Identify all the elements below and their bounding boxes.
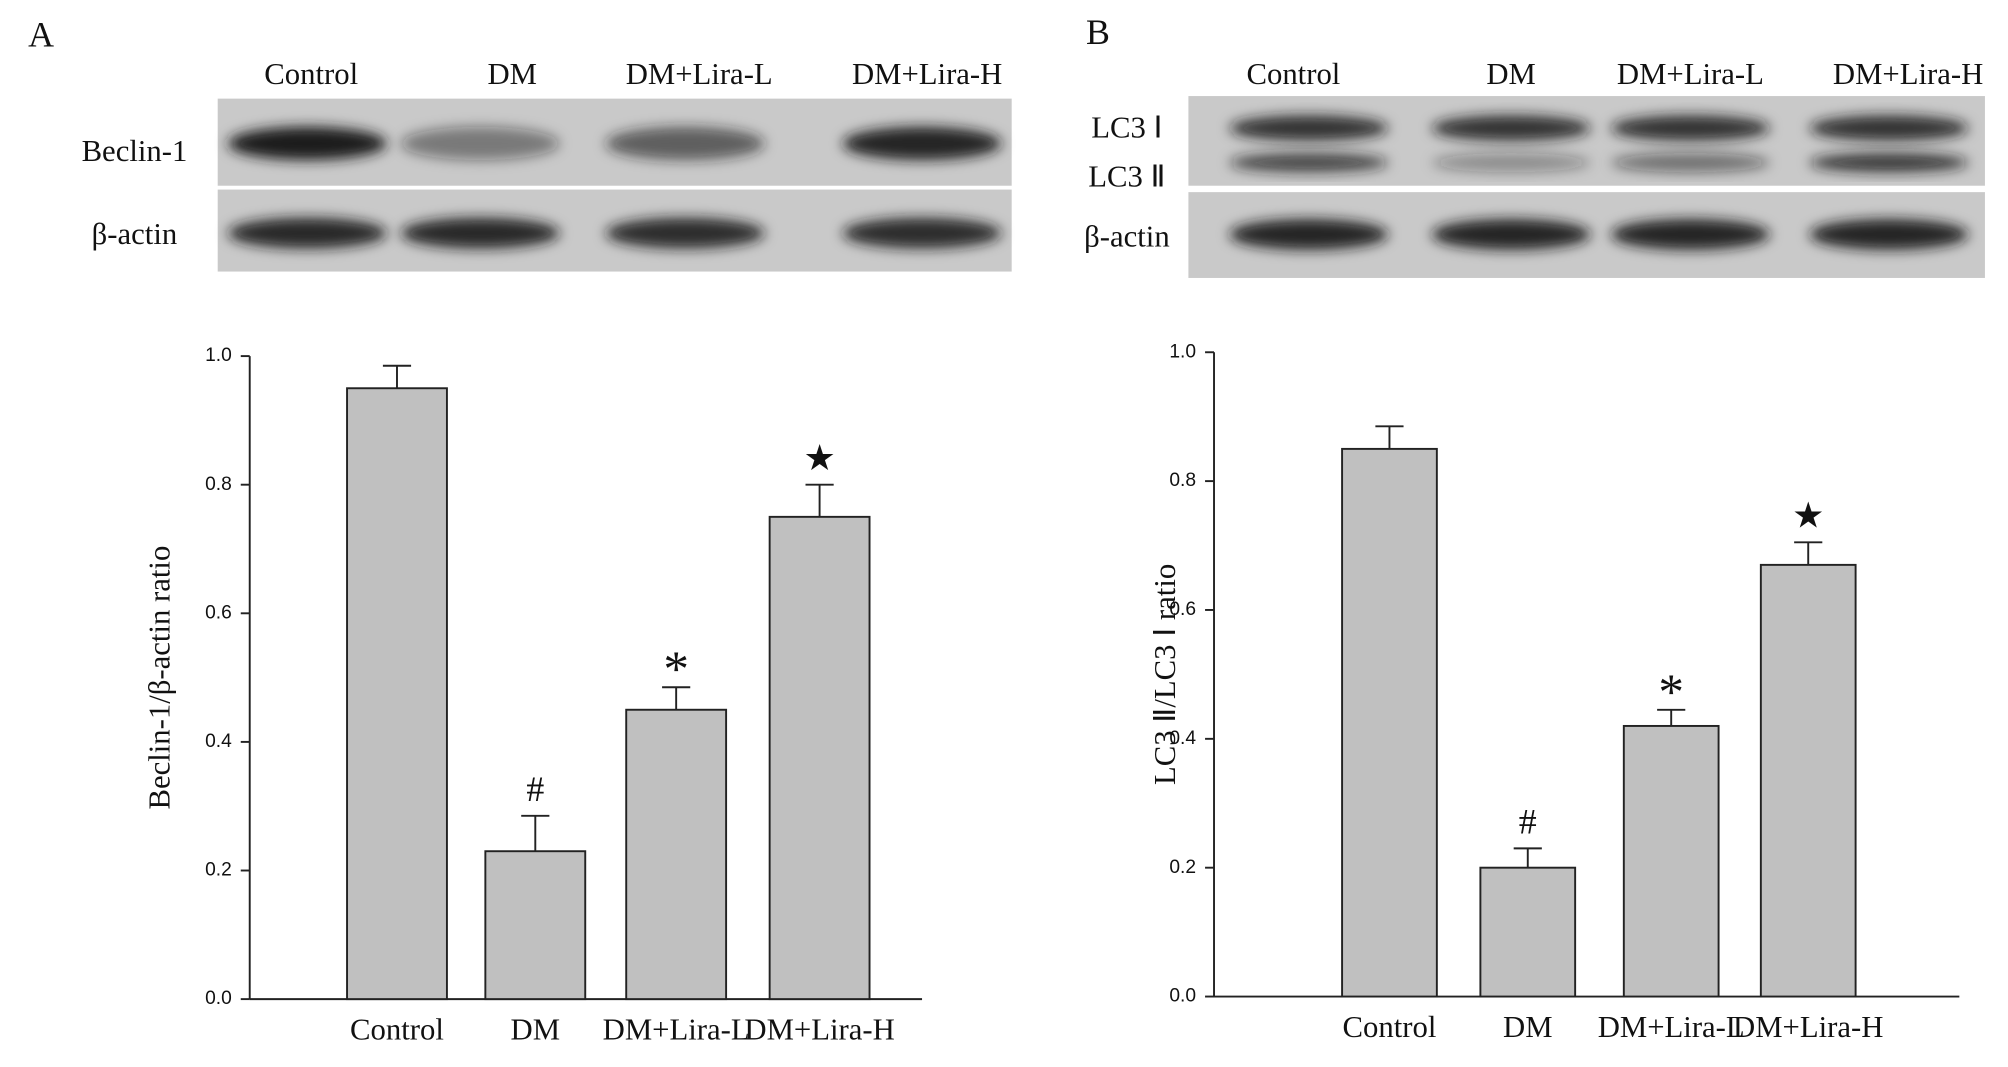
blot-band <box>605 126 765 161</box>
y-tick-label: 0.2 <box>205 860 232 881</box>
panel-label: B <box>1086 12 1110 52</box>
bar <box>768 515 871 1001</box>
y-tick-label: 0.2 <box>1169 857 1196 878</box>
y-axis-label: Beclin-1/β-actin ratio <box>143 546 177 810</box>
row-label: β-actin <box>1084 220 1170 254</box>
significance-marker: * <box>663 641 689 698</box>
y-tick-label: 0.8 <box>205 474 232 495</box>
y-tick-label: 0.0 <box>205 988 232 1009</box>
blot-band <box>842 126 1002 161</box>
y-tick-label: 0.4 <box>205 731 232 752</box>
bar <box>1341 447 1438 998</box>
blot-band <box>1611 153 1770 173</box>
y-tick-label: 0.6 <box>205 602 232 623</box>
panel-label: A <box>28 15 54 55</box>
x-tick-label: DM+Lira-H <box>744 1012 894 1046</box>
y-tick-label: 1.0 <box>1169 341 1196 362</box>
blot-band <box>1229 115 1389 141</box>
blot-band <box>227 126 387 161</box>
lane-label: Control <box>264 57 358 91</box>
significance-marker: ★ <box>804 438 836 478</box>
y-tick-label: 0.0 <box>1169 986 1196 1007</box>
significance-marker: # <box>526 769 544 809</box>
x-tick-label: DM <box>1503 1010 1552 1044</box>
lane-label: Control <box>1246 57 1340 91</box>
row-label: LC3 Ⅱ <box>1088 159 1165 193</box>
lane-label: DM+Lira-L <box>1617 57 1764 91</box>
row-label: β-actin <box>92 217 178 251</box>
y-tick-label: 0.4 <box>1169 728 1196 749</box>
row-label: LC3 Ⅰ <box>1091 111 1162 145</box>
y-tick-label: 1.0 <box>205 345 232 366</box>
x-tick-label: Control <box>1343 1010 1437 1044</box>
blot-band <box>1229 219 1389 250</box>
blot-band <box>605 217 765 249</box>
blot-band <box>1611 115 1770 141</box>
bar <box>484 850 587 1001</box>
blot-band <box>842 217 1002 249</box>
x-tick-label: DM <box>511 1012 560 1046</box>
lane-label: DM+Lira-L <box>626 57 773 91</box>
row-label: Beclin-1 <box>82 134 188 168</box>
bar <box>1479 866 1577 998</box>
blot-band <box>1611 219 1770 250</box>
significance-marker: ★ <box>1792 495 1824 535</box>
blot-band <box>1431 115 1591 141</box>
x-tick-label: DM+Lira-L <box>1598 1010 1745 1044</box>
blot-band <box>1431 153 1591 173</box>
bar <box>625 708 728 1001</box>
blot-band <box>1809 219 1969 250</box>
blot-band <box>400 126 560 161</box>
blot-band <box>1809 115 1969 141</box>
blot-band <box>1431 219 1591 250</box>
significance-marker: * <box>1658 664 1684 721</box>
x-tick-label: DM+Lira-H <box>1733 1010 1883 1044</box>
lane-label: DM+Lira-H <box>1833 57 1983 91</box>
lane-label: DM+Lira-H <box>852 57 1002 91</box>
blot-band <box>400 217 560 249</box>
bar <box>346 387 448 1001</box>
blot-band <box>1229 153 1389 173</box>
blot-band <box>227 217 387 249</box>
bar <box>1759 563 1857 998</box>
blot-strip <box>1188 96 1985 186</box>
bar <box>1622 724 1720 998</box>
y-axis-label: LC3 Ⅱ/LC3 Ⅰ ratio <box>1148 564 1182 785</box>
x-tick-label: DM+Lira-L <box>603 1012 750 1046</box>
lane-label: DM <box>1486 57 1535 91</box>
x-tick-label: Control <box>350 1012 444 1046</box>
y-tick-label: 0.8 <box>1169 470 1196 491</box>
lane-label: DM <box>487 57 536 91</box>
blot-band <box>1809 153 1969 173</box>
significance-marker: # <box>1519 802 1537 842</box>
y-tick-label: 0.6 <box>1169 599 1196 620</box>
